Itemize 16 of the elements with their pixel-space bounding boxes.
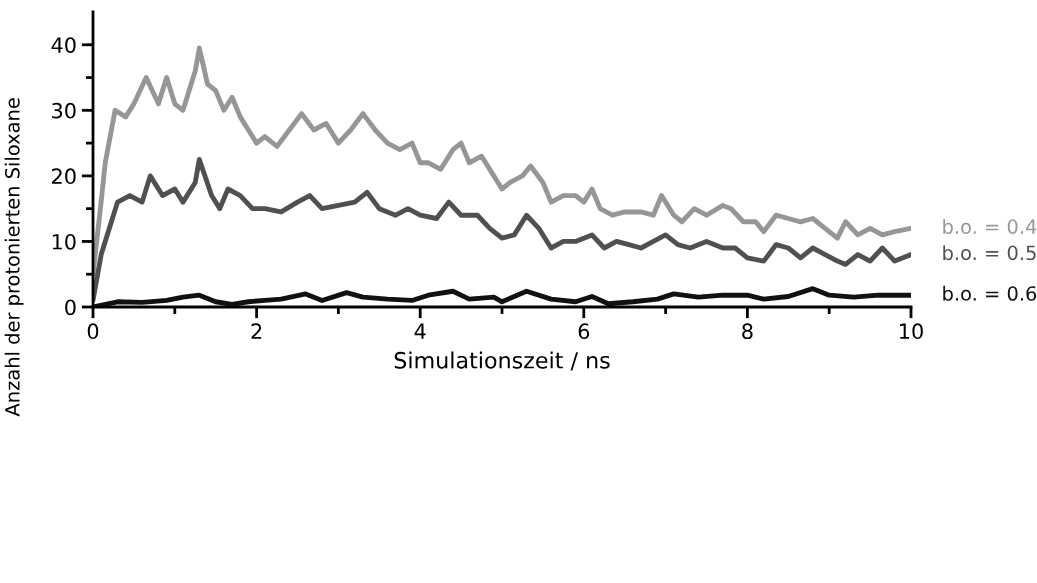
series-label: b.o. = 0.5 [943,245,1036,261]
x-tick-label: 0 [87,323,99,340]
y-tick-label: 0 [65,299,76,316]
series-label: b.o. = 0.4 [943,218,1037,234]
x-tick-label: 6 [578,323,590,340]
series-label: b.o. = 0.6 [943,285,1037,301]
x-tick-label: 10 [900,323,923,340]
x-tick-label: 2 [251,323,262,339]
x-axis-title: Simulationszeit / ns [394,351,610,371]
x-tick-label: 4 [414,323,426,339]
y-tick-label: 10 [52,233,76,250]
y-tick-label: 40 [51,37,76,53]
x-tick-label: 8 [742,323,753,340]
y-axis-title: Anzahl der protonierten Siloxane [4,98,24,417]
y-tick-label: 30 [52,102,76,119]
y-tick-label: 20 [52,168,76,185]
